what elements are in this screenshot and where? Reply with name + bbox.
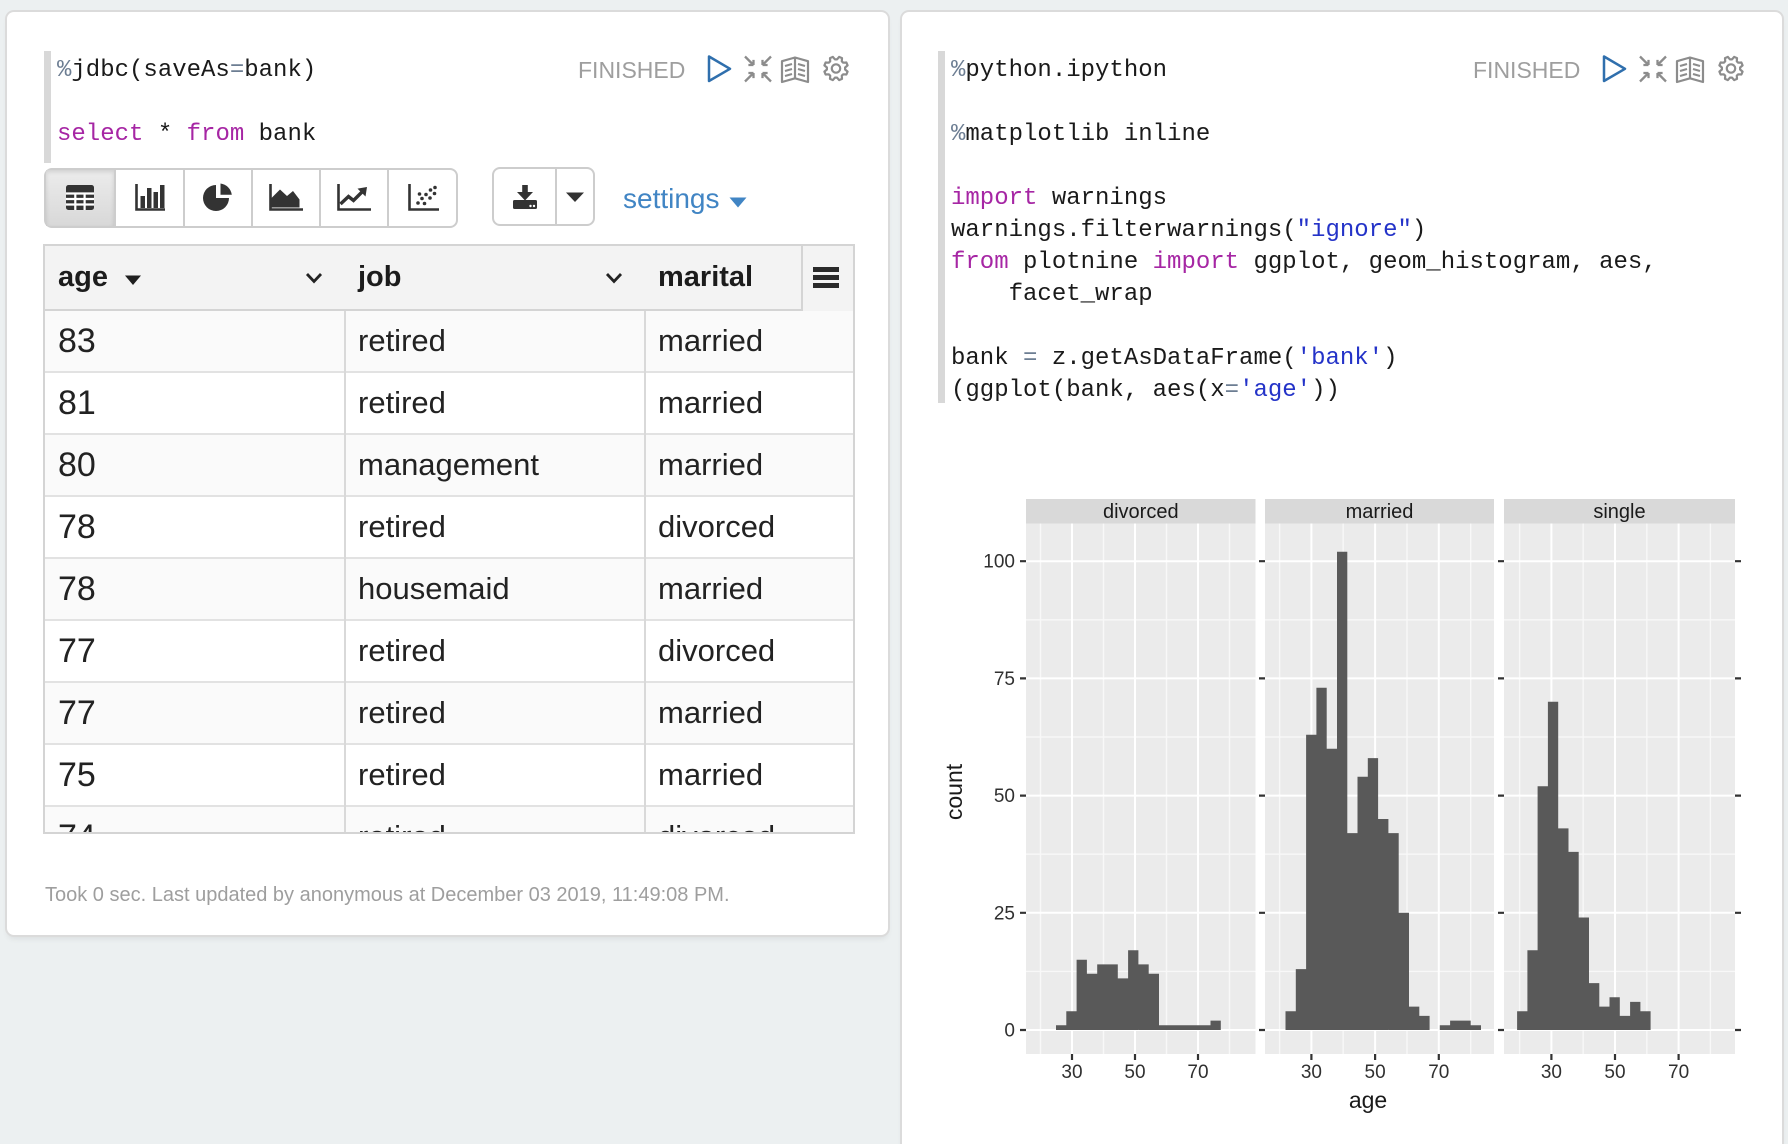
svg-text:married: married xyxy=(1346,501,1414,523)
svg-text:70: 70 xyxy=(1428,1062,1449,1083)
svg-text:single: single xyxy=(1593,501,1645,523)
svg-text:70: 70 xyxy=(1187,1062,1208,1083)
svg-text:50: 50 xyxy=(1365,1062,1386,1083)
svg-text:30: 30 xyxy=(1301,1062,1322,1083)
svg-text:50: 50 xyxy=(1124,1062,1145,1083)
svg-text:75: 75 xyxy=(994,669,1015,690)
svg-text:30: 30 xyxy=(1061,1062,1082,1083)
svg-text:age: age xyxy=(1349,1087,1387,1113)
svg-text:100: 100 xyxy=(983,552,1015,573)
svg-text:0: 0 xyxy=(1004,1021,1015,1042)
svg-text:70: 70 xyxy=(1668,1062,1689,1083)
svg-text:divorced: divorced xyxy=(1103,501,1179,523)
svg-text:50: 50 xyxy=(1604,1062,1625,1083)
svg-text:25: 25 xyxy=(994,903,1015,924)
svg-text:50: 50 xyxy=(994,786,1015,807)
svg-text:count: count xyxy=(941,763,967,820)
svg-text:30: 30 xyxy=(1541,1062,1562,1083)
